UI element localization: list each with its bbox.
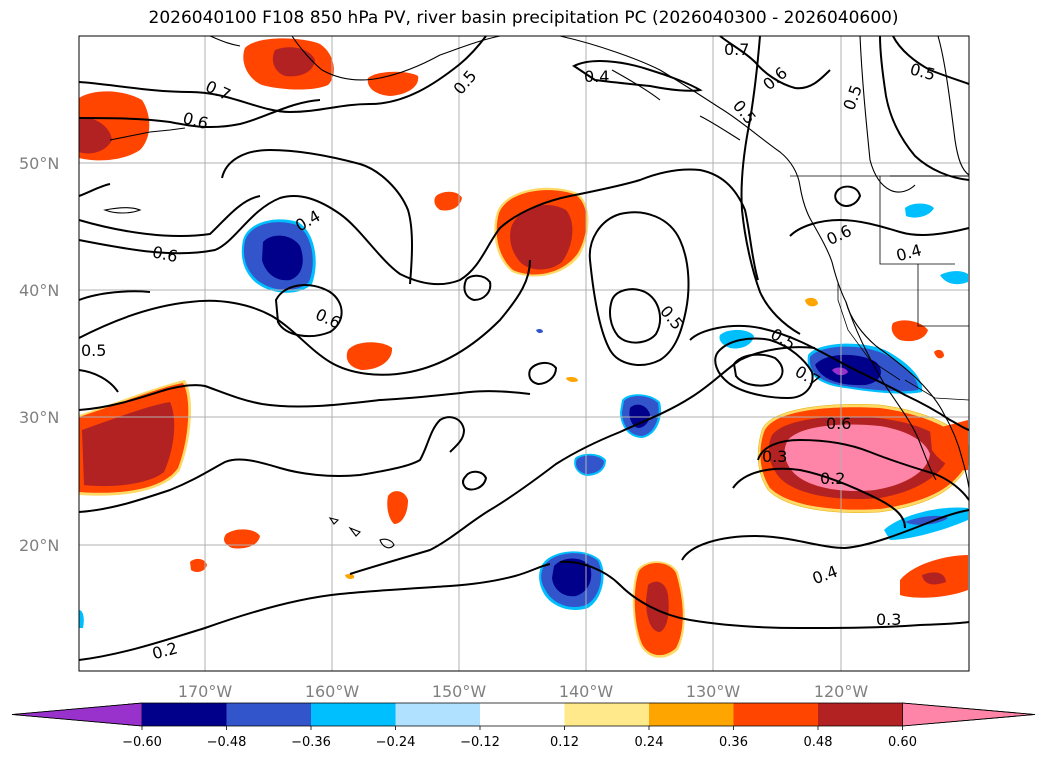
lon-label: 140°W: [559, 682, 614, 701]
lat-label: 50°N: [19, 154, 59, 173]
lon-label: 150°W: [432, 682, 487, 701]
colorbar-tick-label: −0.12: [460, 735, 500, 750]
colorbar-tick-label: −0.48: [207, 735, 247, 750]
lon-label: 170°W: [178, 682, 233, 701]
lon-label: 160°W: [305, 682, 360, 701]
colorbar-segment: [733, 703, 819, 726]
contour-label: 0.4: [584, 67, 609, 86]
colorbar-tick-label: 0.12: [550, 735, 579, 750]
colorbar-tick-label: −0.36: [291, 735, 331, 750]
latitude-labels: 50°N 40°N 30°N 20°N: [19, 154, 59, 555]
pv-contours: [78, 35, 970, 661]
precip-positive-south: [190, 191, 968, 658]
colorbar-segment: [564, 703, 650, 726]
colorbar-segment: [818, 703, 903, 726]
colorbar-segment: [649, 703, 734, 726]
colorbar-extend-high: [902, 702, 1036, 727]
contour-label: 0.2: [820, 469, 845, 488]
lon-label: 120°W: [814, 682, 869, 701]
colorbar-segment: [142, 703, 227, 726]
lat-label: 40°N: [19, 281, 59, 300]
colorbar-tick-label: −0.24: [376, 735, 416, 750]
colorbar-segment: [480, 703, 565, 726]
longitude-labels: 170°W 160°W 150°W 140°W 130°W 120°W: [178, 682, 869, 701]
coastlines: [103, 35, 970, 549]
lat-label: 20°N: [19, 536, 59, 555]
colorbar-segment: [226, 703, 312, 726]
colorbar-tick-label: 0.60: [888, 735, 917, 750]
lon-label: 130°W: [686, 682, 741, 701]
lat-label: 30°N: [19, 408, 59, 427]
contour-label: 0.6: [826, 414, 851, 433]
colorbar-segment: [395, 703, 481, 726]
colorbar-tick-label: 0.36: [719, 735, 748, 750]
contour-label: 0.6: [151, 242, 180, 266]
contour-label: 0.5: [81, 341, 106, 360]
map-title: 2026040100 F108 850 hPa PV, river basin …: [148, 8, 899, 28]
contour-label: 0.3: [876, 610, 901, 629]
country-borders: [790, 175, 970, 401]
colorbar-tick-label: 0.24: [635, 735, 664, 750]
precip-positive-midpacific: [494, 187, 589, 277]
contour-label: 0.3: [762, 447, 787, 466]
colorbar-extend-low: [11, 702, 143, 727]
colorbar: −0.60 −0.48 −0.36 −0.24 −0.12 0.12 0.24 0.36 0.4…: [11, 702, 1036, 750]
precip-positive-west: [79, 91, 192, 496]
colorbar-segment: [311, 703, 396, 726]
colorbar-tick-label: −0.60: [122, 735, 162, 750]
contour-label: 0.7: [724, 40, 749, 59]
colorbar-tick-label: 0.48: [804, 735, 833, 750]
map-frame: [78, 35, 970, 672]
